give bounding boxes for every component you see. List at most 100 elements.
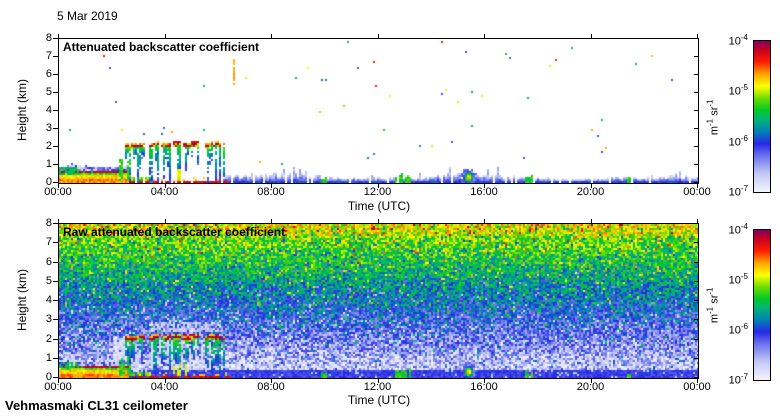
x-tick-label: 08:00 bbox=[257, 186, 285, 198]
y-tick-mark-right bbox=[694, 338, 698, 340]
y-tick-label: 3 bbox=[45, 122, 52, 134]
y-axis-label-attenuated: Height (km) bbox=[15, 79, 29, 142]
x-tick-mark bbox=[377, 184, 379, 188]
y-tick-mark-right bbox=[694, 110, 698, 111]
y-tick-mark-right bbox=[694, 319, 698, 321]
y-tick-mark bbox=[53, 128, 58, 129]
x-tick-mark-top bbox=[484, 219, 485, 223]
y-tick-mark-right bbox=[694, 74, 698, 75]
y-tick-label: 6 bbox=[45, 255, 52, 268]
y-tick-mark bbox=[53, 56, 58, 57]
raw-plot-area: Raw attenuated backscatter coefficient bbox=[58, 223, 699, 379]
colorbar-tick-label: 10-7 bbox=[728, 184, 748, 199]
y-tick-mark bbox=[53, 110, 58, 111]
raw-plot-title: Raw attenuated backscatter coefficient bbox=[63, 225, 286, 239]
x-tick-mark-top bbox=[484, 34, 485, 38]
attenuated-plot-area: Attenuated backscatter coefficient bbox=[58, 38, 699, 184]
y-axis-label-raw: Height (km) bbox=[15, 269, 29, 332]
y-tick-label: 2 bbox=[45, 140, 52, 152]
y-tick-label: 6 bbox=[45, 68, 52, 80]
y-tick-label: 5 bbox=[45, 274, 52, 287]
x-tick-mark-top bbox=[590, 219, 592, 223]
x-tick-mark bbox=[590, 379, 592, 383]
x-tick-label: 00:00 bbox=[683, 186, 711, 198]
instrument-label: Vehmasmaki CL31 ceilometer bbox=[5, 398, 188, 413]
y-tick-mark bbox=[53, 164, 58, 165]
x-tick-mark-top bbox=[697, 34, 698, 38]
y-tick-mark bbox=[53, 38, 58, 39]
x-tick-label: 00:00 bbox=[44, 186, 72, 198]
x-tick-mark bbox=[271, 184, 272, 188]
y-tick-mark bbox=[53, 182, 58, 183]
x-tick-mark-top bbox=[164, 219, 166, 223]
x-tick-mark-top bbox=[697, 219, 698, 223]
y-tick-label: 5 bbox=[45, 86, 52, 98]
y-tick-mark bbox=[53, 92, 58, 93]
y-tick-mark-right bbox=[694, 38, 698, 39]
y-tick-mark bbox=[53, 300, 58, 301]
y-tick-mark-right bbox=[694, 261, 698, 263]
y-tick-label: 8 bbox=[45, 32, 52, 44]
colorbar-tick-label: 10-5 bbox=[728, 272, 748, 287]
colorbar-tick-label: 10-7 bbox=[728, 372, 748, 387]
x-tick-label: 16:00 bbox=[470, 186, 498, 198]
colorbar-attenuated bbox=[753, 40, 771, 193]
y-tick-label: 1 bbox=[45, 158, 52, 170]
y-tick-mark bbox=[53, 261, 58, 263]
x-tick-mark bbox=[377, 379, 379, 383]
y-tick-mark bbox=[53, 357, 58, 359]
y-tick-mark-right bbox=[694, 182, 698, 183]
x-tick-mark bbox=[590, 184, 592, 188]
x-tick-mark-top bbox=[271, 219, 272, 223]
x-tick-mark bbox=[697, 379, 698, 383]
colorbar-tick-label: 10-6 bbox=[728, 133, 748, 149]
x-axis-label-attenuated: Time (UTC) bbox=[347, 199, 411, 213]
y-tick-label: 0 bbox=[45, 371, 52, 383]
x-tick-mark bbox=[58, 379, 59, 383]
x-tick-mark bbox=[697, 184, 698, 188]
x-tick-mark-top bbox=[377, 219, 379, 223]
y-tick-label: 4 bbox=[45, 104, 52, 116]
y-tick-mark-right bbox=[694, 242, 698, 244]
x-tick-mark-top bbox=[590, 34, 592, 38]
y-tick-mark bbox=[53, 319, 58, 321]
x-tick-mark-top bbox=[377, 34, 379, 38]
y-tick-mark-right bbox=[694, 146, 698, 147]
y-tick-mark-right bbox=[694, 357, 698, 359]
y-tick-label: 8 bbox=[45, 217, 52, 229]
y-tick-mark bbox=[53, 338, 58, 340]
y-tick-label: 3 bbox=[45, 313, 52, 326]
x-tick-label: 04:00 bbox=[150, 381, 179, 393]
y-tick-mark-right bbox=[694, 377, 698, 378]
x-tick-mark-top bbox=[271, 34, 272, 38]
y-tick-mark-right bbox=[694, 56, 698, 57]
colorbar-raw bbox=[753, 229, 771, 381]
y-tick-label: 7 bbox=[45, 236, 52, 249]
raw-heatmap-canvas bbox=[59, 224, 698, 378]
x-tick-mark bbox=[58, 184, 59, 188]
colorbar-tick-label: 10-5 bbox=[728, 83, 748, 98]
x-tick-label: 12:00 bbox=[363, 381, 392, 393]
y-tick-mark-right bbox=[694, 300, 698, 301]
x-tick-label: 04:00 bbox=[150, 186, 179, 198]
y-tick-mark bbox=[53, 280, 58, 282]
colorbar-tick-label: 10-4 bbox=[728, 33, 748, 48]
y-tick-mark-right bbox=[694, 128, 698, 129]
y-tick-mark-right bbox=[694, 164, 698, 165]
y-tick-label: 7 bbox=[45, 50, 52, 62]
x-tick-label: 00:00 bbox=[44, 381, 72, 393]
y-tick-mark-right bbox=[694, 223, 698, 224]
colorbar-tick-label: 10-4 bbox=[728, 222, 748, 237]
y-tick-mark bbox=[53, 377, 58, 378]
x-tick-label: 16:00 bbox=[470, 381, 498, 393]
y-tick-mark bbox=[53, 223, 58, 224]
y-tick-label: 0 bbox=[45, 176, 52, 188]
x-tick-mark bbox=[271, 379, 272, 383]
x-tick-label: 20:00 bbox=[576, 186, 605, 198]
y-tick-label: 2 bbox=[45, 332, 52, 345]
x-tick-mark bbox=[484, 379, 485, 383]
x-tick-mark bbox=[484, 184, 485, 188]
x-tick-mark bbox=[164, 379, 166, 383]
x-tick-label: 12:00 bbox=[363, 186, 392, 198]
